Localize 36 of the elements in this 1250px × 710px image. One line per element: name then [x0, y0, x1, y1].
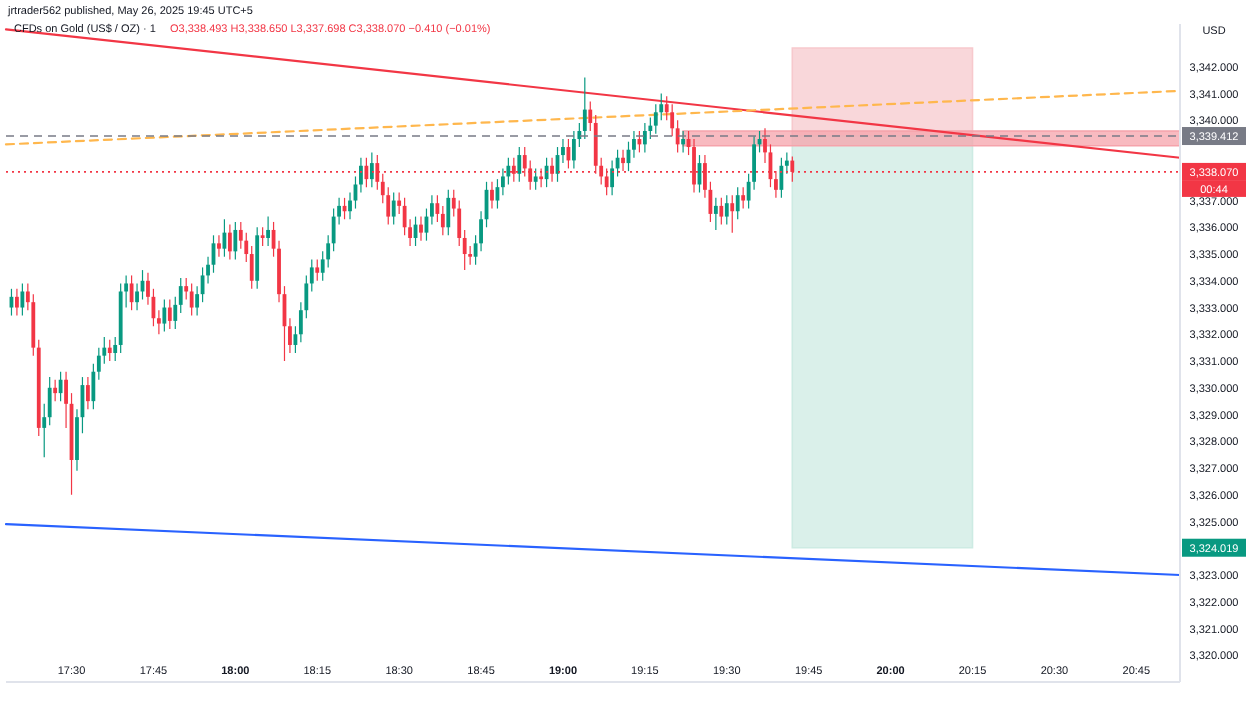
- candlestick: [490, 181, 494, 210]
- candlestick: [58, 371, 63, 402]
- candlestick: [779, 157, 784, 199]
- candlestick: [681, 130, 686, 153]
- candlestick: [167, 298, 172, 330]
- candlestick: [369, 151, 374, 188]
- candlestick: [227, 224, 232, 260]
- candlestick: [713, 197, 718, 231]
- candlestick: [255, 226, 260, 290]
- candlestick: [86, 376, 90, 410]
- candlestick: [735, 186, 740, 220]
- candlestick: [517, 146, 522, 183]
- candlestick: [391, 191, 396, 226]
- candlestick: [719, 197, 724, 226]
- candlestick: [189, 282, 194, 317]
- candlestick: [15, 288, 19, 317]
- candlestick: [533, 167, 538, 191]
- candlestick: [260, 226, 265, 247]
- candlestick: [582, 76, 587, 140]
- candlestick: [233, 221, 238, 260]
- candlestick: [446, 189, 451, 236]
- candlestick: [266, 215, 271, 247]
- candlestick: [129, 274, 134, 311]
- candlestick: [20, 282, 25, 317]
- candlestick: [315, 258, 320, 282]
- candlestick: [107, 339, 112, 362]
- candlestick: [419, 215, 423, 242]
- candlestick: [53, 379, 58, 402]
- candlestick: [724, 194, 729, 226]
- candlestick: [642, 122, 647, 153]
- candlestick: [730, 194, 735, 234]
- candlestick: [162, 298, 167, 333]
- candlestick: [217, 234, 221, 258]
- candlestick: [571, 130, 576, 170]
- candlestick: [741, 186, 746, 210]
- candlestick: [621, 149, 625, 172]
